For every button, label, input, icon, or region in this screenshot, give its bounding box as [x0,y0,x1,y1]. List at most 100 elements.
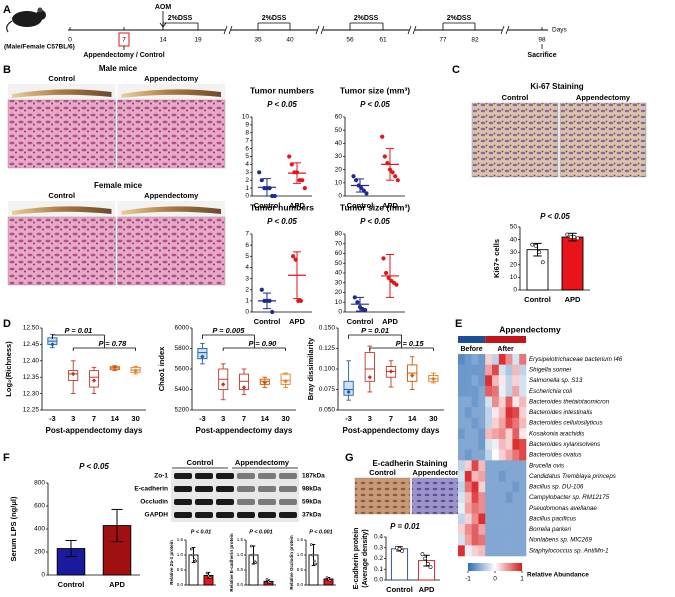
heatmap-cell [519,502,527,514]
heatmap-cell [485,502,493,514]
colon [121,89,221,98]
x-tick-label: 30 [429,414,437,423]
y-tick-label: 10 [335,180,343,187]
colon [121,206,221,215]
blot-band [279,499,297,505]
x-tick-label: 3 [71,414,75,423]
blot-group-label: Appendectomy [235,458,290,467]
heatmap-cell [485,492,493,504]
heatmap-cell [498,385,506,397]
heatmap-cell [464,545,472,557]
heatmap-cell [512,502,520,514]
x-tick-label: Control [524,295,551,304]
y-tick-label: 0.100 [319,366,336,373]
heatmap-cell [519,449,527,461]
x-tick-label: 14 [111,414,120,423]
y-tick-label: 20 [335,289,343,296]
heatmap-cell [471,439,479,450]
panel-label: C [452,64,460,76]
heatmap-cell [464,417,472,429]
heatmap-cell [492,428,500,440]
timeline-tick-label: 98 [538,37,546,44]
heatmap-cell [471,417,479,429]
image-group-label: Control [502,93,529,102]
panel-label: A [3,4,11,16]
data-point [390,170,395,175]
row-label: Nonlabens sp. MIC269 [529,537,593,544]
blot-band [174,499,192,505]
data-point [572,235,577,239]
data-point [425,561,430,566]
x-tick-label: 3 [221,414,225,423]
data-point [251,553,255,557]
heatmap-cell [498,545,506,557]
y-tick-label: 9 [245,122,249,129]
data-point [289,162,294,167]
blot-protein: E-cadherin [134,486,168,493]
heatmap-cell [458,407,466,419]
heatmap-cell [505,481,513,493]
y-axis-label: Relative Zo-1 protein [169,540,174,585]
data-point [189,547,193,551]
x-tick-label: 30 [131,414,139,423]
y-tick-label: 5200 [175,407,190,414]
p-value: P < 0.001 [309,529,333,535]
blot-band [258,512,276,518]
y-tick-label: 30 [510,249,518,256]
p-value: P = 0.01 [64,326,92,335]
panel-label: B [3,64,11,76]
heatmap-cell [492,375,500,387]
y-tick-label: 12.30 [23,390,40,397]
treatment-label: 2%DSS [354,15,379,22]
y-axis-label: Ki67+ cells [492,239,501,278]
x-tick-label: 14 [261,414,270,423]
heatmap-cell [464,513,472,525]
heatmap-cell [505,428,513,440]
heatmap-cell [458,354,466,365]
data-point [355,300,360,305]
p-value: P = 0.01 [390,522,420,531]
heatmap-cell [464,385,472,397]
heatmap-cell [458,375,466,387]
heatmap-cell [505,492,513,504]
heatmap-cell [471,428,479,440]
heatmap-cell [478,534,486,546]
heatmap-cell [478,428,486,440]
y-tick-label: 5800 [175,345,190,352]
heatmap-cell [492,524,500,536]
p-value: P = 0.78 [98,339,127,348]
row-label: Pseudomonas avellanae [529,505,597,512]
heatmap-cell [458,470,466,482]
image-group-label: Appendectomy [412,468,467,477]
heatmap-cell [464,449,472,461]
heatmap-cell [498,354,506,365]
heatmap-cell [471,524,479,536]
heatmap-cell [464,364,472,376]
colorbar-label: Relative Abundance [527,572,589,579]
data-point [191,553,195,557]
heatmap-cell [519,439,527,450]
heatmap-cell [478,385,486,397]
mouse-icon [6,7,46,33]
histology-image [354,477,411,515]
heatmap-cell [519,407,527,419]
chart-title: Tumor size (mm³) [340,202,410,212]
heatmap-cell [512,524,520,536]
treatment-label: 2%DSS [262,15,287,22]
blot-protein: Occludin [140,499,168,506]
image-title: Male mice [99,64,138,73]
heatmap-cell [498,439,506,450]
colorbar [468,563,522,571]
heatmap-cell [464,396,472,408]
data-point [311,553,315,557]
x-tick-label: 3 [368,414,372,423]
blot-size: 98kDa [302,486,322,493]
mean-marker [91,378,97,383]
heatmap-cell [498,513,506,525]
heatmap-cell [492,354,500,365]
treatment-label: AOM [155,4,172,11]
colorbar-tick-label: 1 [520,576,524,583]
heatmap-cell [485,545,493,557]
data-point [397,546,402,551]
